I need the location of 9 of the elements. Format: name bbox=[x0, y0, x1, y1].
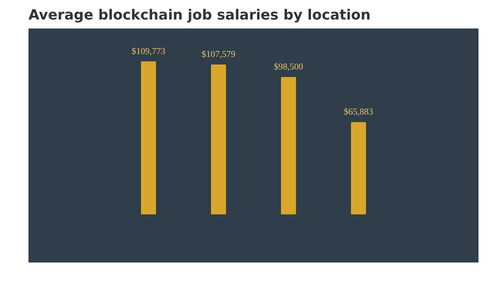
bar bbox=[351, 122, 366, 214]
bar bbox=[210, 64, 226, 214]
data-label: $109,773 bbox=[132, 46, 166, 56]
data-label: $65,883 bbox=[344, 106, 374, 117]
chart-title: Average blockchain job salaries by location bbox=[28, 8, 371, 24]
bar bbox=[140, 61, 156, 214]
data-label: $107,579 bbox=[202, 48, 236, 59]
data-label: $98,500 bbox=[274, 62, 304, 72]
bar bbox=[281, 77, 296, 214]
